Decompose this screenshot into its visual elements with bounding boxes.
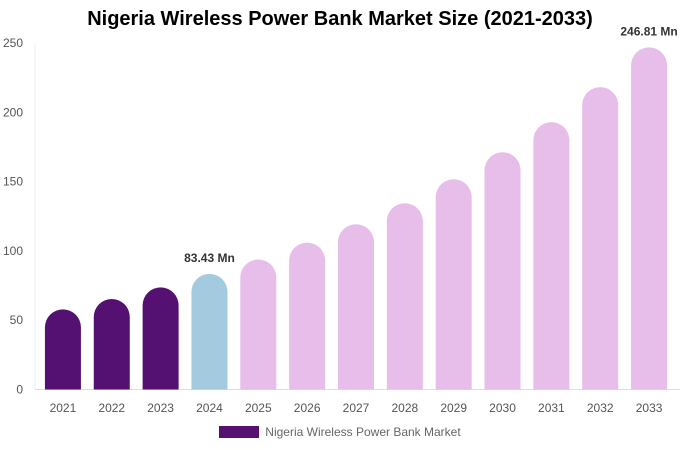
y-tick-label: 250 <box>3 36 23 50</box>
bar-2031 <box>533 122 570 390</box>
bar-2027 <box>338 224 374 390</box>
x-tick-label: 2031 <box>538 401 565 415</box>
x-tick-label: 2025 <box>245 401 272 415</box>
x-tick-label: 2030 <box>489 401 516 415</box>
x-tick-label: 2033 <box>636 401 663 415</box>
x-tick-label: 2024 <box>196 401 223 415</box>
data-label-2033: 246.81 Mn <box>620 24 677 38</box>
y-tick-label: 100 <box>3 244 23 258</box>
legend-label: Nigeria Wireless Power Bank Market <box>265 425 461 439</box>
legend-swatch <box>219 426 260 438</box>
x-tick-label: 2029 <box>440 401 467 415</box>
y-tick-label: 50 <box>10 313 24 327</box>
bar-2024 <box>191 273 228 390</box>
x-tick-label: 2032 <box>587 401 614 415</box>
bar-2025 <box>240 259 277 390</box>
y-tick-label: 150 <box>3 175 23 189</box>
bar-2023 <box>142 287 179 390</box>
x-tick-label: 2022 <box>98 401 125 415</box>
bar-2028 <box>386 203 423 390</box>
bar-2033 <box>631 47 668 390</box>
chart-title: Nigeria Wireless Power Bank Market Size … <box>87 8 593 30</box>
legend: Nigeria Wireless Power Bank Market <box>0 425 680 439</box>
bar-2029 <box>435 179 472 390</box>
bar-2026 <box>289 242 326 390</box>
y-tick-label: 0 <box>16 383 23 397</box>
x-tick-label: 2026 <box>294 401 321 415</box>
y-tick-label: 200 <box>3 105 23 119</box>
x-tick-label: 2028 <box>391 401 418 415</box>
x-tick-label: 2027 <box>343 401 370 415</box>
bar-2030 <box>484 152 521 390</box>
x-tick-label: 2023 <box>147 401 174 415</box>
bar-2022 <box>93 299 130 390</box>
bar-2032 <box>582 87 619 390</box>
x-tick-label: 2021 <box>50 401 77 415</box>
bar-2021 <box>44 309 81 390</box>
data-label-2024: 83.43 Mn <box>184 251 235 265</box>
